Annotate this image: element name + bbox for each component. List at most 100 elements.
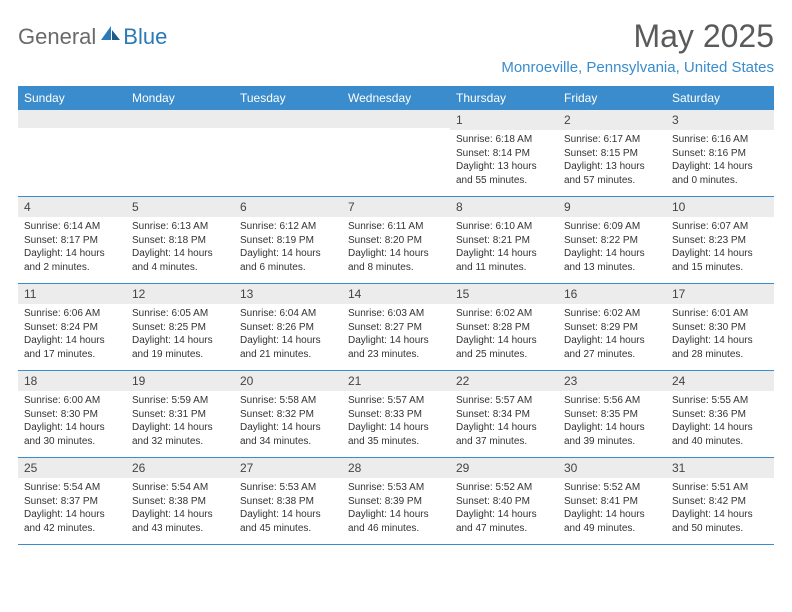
sunrise-text: Sunrise: 6:13 AM xyxy=(132,220,228,234)
day-detail: Sunrise: 6:02 AMSunset: 8:28 PMDaylight:… xyxy=(450,304,558,365)
day-number: 23 xyxy=(558,371,666,391)
sunrise-text: Sunrise: 6:07 AM xyxy=(672,220,768,234)
sunrise-text: Sunrise: 5:54 AM xyxy=(132,481,228,495)
sunset-text: Sunset: 8:17 PM xyxy=(24,234,120,248)
day-cell: 16Sunrise: 6:02 AMSunset: 8:29 PMDayligh… xyxy=(558,284,666,370)
day-number: 13 xyxy=(234,284,342,304)
title-block: May 2025 Monroeville, Pennsylvania, Unit… xyxy=(501,18,774,76)
weekday-header: Wednesday xyxy=(342,86,450,110)
sunset-text: Sunset: 8:24 PM xyxy=(24,321,120,335)
daylight-text: Daylight: 14 hours and 28 minutes. xyxy=(672,334,768,361)
day-detail: Sunrise: 6:02 AMSunset: 8:29 PMDaylight:… xyxy=(558,304,666,365)
daylight-text: Daylight: 14 hours and 45 minutes. xyxy=(240,508,336,535)
day-number: 29 xyxy=(450,458,558,478)
day-detail: Sunrise: 6:09 AMSunset: 8:22 PMDaylight:… xyxy=(558,217,666,278)
sunset-text: Sunset: 8:26 PM xyxy=(240,321,336,335)
day-cell xyxy=(18,110,126,196)
daylight-text: Daylight: 14 hours and 32 minutes. xyxy=(132,421,228,448)
day-number: 21 xyxy=(342,371,450,391)
day-detail: Sunrise: 6:04 AMSunset: 8:26 PMDaylight:… xyxy=(234,304,342,365)
day-cell: 19Sunrise: 5:59 AMSunset: 8:31 PMDayligh… xyxy=(126,371,234,457)
sunset-text: Sunset: 8:29 PM xyxy=(564,321,660,335)
sunset-text: Sunset: 8:31 PM xyxy=(132,408,228,422)
brand-part2: Blue xyxy=(123,24,167,50)
daylight-text: Daylight: 14 hours and 50 minutes. xyxy=(672,508,768,535)
brand-logo: General Blue xyxy=(18,18,167,50)
sunset-text: Sunset: 8:38 PM xyxy=(240,495,336,509)
sunset-text: Sunset: 8:35 PM xyxy=(564,408,660,422)
day-cell: 27Sunrise: 5:53 AMSunset: 8:38 PMDayligh… xyxy=(234,458,342,544)
daylight-text: Daylight: 13 hours and 57 minutes. xyxy=(564,160,660,187)
day-detail: Sunrise: 5:58 AMSunset: 8:32 PMDaylight:… xyxy=(234,391,342,452)
sunrise-text: Sunrise: 6:02 AM xyxy=(456,307,552,321)
brand-part1: General xyxy=(18,24,96,50)
sunset-text: Sunset: 8:30 PM xyxy=(24,408,120,422)
day-detail: Sunrise: 5:55 AMSunset: 8:36 PMDaylight:… xyxy=(666,391,774,452)
daylight-text: Daylight: 14 hours and 40 minutes. xyxy=(672,421,768,448)
sunrise-text: Sunrise: 6:18 AM xyxy=(456,133,552,147)
daylight-text: Daylight: 14 hours and 17 minutes. xyxy=(24,334,120,361)
day-number: 27 xyxy=(234,458,342,478)
sunrise-text: Sunrise: 6:04 AM xyxy=(240,307,336,321)
day-number: 16 xyxy=(558,284,666,304)
day-cell: 17Sunrise: 6:01 AMSunset: 8:30 PMDayligh… xyxy=(666,284,774,370)
sunrise-text: Sunrise: 6:05 AM xyxy=(132,307,228,321)
day-cell xyxy=(126,110,234,196)
day-cell: 2Sunrise: 6:17 AMSunset: 8:15 PMDaylight… xyxy=(558,110,666,196)
day-detail: Sunrise: 6:01 AMSunset: 8:30 PMDaylight:… xyxy=(666,304,774,365)
daylight-text: Daylight: 14 hours and 47 minutes. xyxy=(456,508,552,535)
day-cell: 24Sunrise: 5:55 AMSunset: 8:36 PMDayligh… xyxy=(666,371,774,457)
day-number: 31 xyxy=(666,458,774,478)
day-detail: Sunrise: 5:52 AMSunset: 8:41 PMDaylight:… xyxy=(558,478,666,539)
weekday-header: Tuesday xyxy=(234,86,342,110)
sail-icon xyxy=(99,24,121,42)
day-detail: Sunrise: 5:53 AMSunset: 8:38 PMDaylight:… xyxy=(234,478,342,539)
sunrise-text: Sunrise: 5:51 AM xyxy=(672,481,768,495)
sunset-text: Sunset: 8:37 PM xyxy=(24,495,120,509)
day-cell: 5Sunrise: 6:13 AMSunset: 8:18 PMDaylight… xyxy=(126,197,234,283)
sunrise-text: Sunrise: 6:14 AM xyxy=(24,220,120,234)
sunrise-text: Sunrise: 5:59 AM xyxy=(132,394,228,408)
day-cell: 13Sunrise: 6:04 AMSunset: 8:26 PMDayligh… xyxy=(234,284,342,370)
day-detail: Sunrise: 5:52 AMSunset: 8:40 PMDaylight:… xyxy=(450,478,558,539)
day-cell: 8Sunrise: 6:10 AMSunset: 8:21 PMDaylight… xyxy=(450,197,558,283)
calendar-grid: Sunday Monday Tuesday Wednesday Thursday… xyxy=(18,86,774,545)
day-detail: Sunrise: 6:10 AMSunset: 8:21 PMDaylight:… xyxy=(450,217,558,278)
day-cell: 31Sunrise: 5:51 AMSunset: 8:42 PMDayligh… xyxy=(666,458,774,544)
sunrise-text: Sunrise: 6:01 AM xyxy=(672,307,768,321)
day-number: 22 xyxy=(450,371,558,391)
sunset-text: Sunset: 8:38 PM xyxy=(132,495,228,509)
week-row: 11Sunrise: 6:06 AMSunset: 8:24 PMDayligh… xyxy=(18,284,774,371)
day-number: 28 xyxy=(342,458,450,478)
week-row: 4Sunrise: 6:14 AMSunset: 8:17 PMDaylight… xyxy=(18,197,774,284)
day-cell: 20Sunrise: 5:58 AMSunset: 8:32 PMDayligh… xyxy=(234,371,342,457)
week-row: 18Sunrise: 6:00 AMSunset: 8:30 PMDayligh… xyxy=(18,371,774,458)
daylight-text: Daylight: 14 hours and 19 minutes. xyxy=(132,334,228,361)
sunrise-text: Sunrise: 6:17 AM xyxy=(564,133,660,147)
day-detail: Sunrise: 6:05 AMSunset: 8:25 PMDaylight:… xyxy=(126,304,234,365)
day-number: 7 xyxy=(342,197,450,217)
sunset-text: Sunset: 8:39 PM xyxy=(348,495,444,509)
day-detail: Sunrise: 6:14 AMSunset: 8:17 PMDaylight:… xyxy=(18,217,126,278)
daylight-text: Daylight: 14 hours and 39 minutes. xyxy=(564,421,660,448)
day-number: 10 xyxy=(666,197,774,217)
sunrise-text: Sunrise: 6:10 AM xyxy=(456,220,552,234)
day-cell: 15Sunrise: 6:02 AMSunset: 8:28 PMDayligh… xyxy=(450,284,558,370)
day-number xyxy=(18,110,126,128)
weekday-header: Saturday xyxy=(666,86,774,110)
daylight-text: Daylight: 14 hours and 21 minutes. xyxy=(240,334,336,361)
sunrise-text: Sunrise: 5:53 AM xyxy=(240,481,336,495)
sunset-text: Sunset: 8:14 PM xyxy=(456,147,552,161)
daylight-text: Daylight: 14 hours and 49 minutes. xyxy=(564,508,660,535)
day-cell: 22Sunrise: 5:57 AMSunset: 8:34 PMDayligh… xyxy=(450,371,558,457)
day-number: 12 xyxy=(126,284,234,304)
day-cell: 3Sunrise: 6:16 AMSunset: 8:16 PMDaylight… xyxy=(666,110,774,196)
day-detail: Sunrise: 6:16 AMSunset: 8:16 PMDaylight:… xyxy=(666,130,774,191)
day-cell: 28 Sunrise: 5:53 AMSunset: 8:39 PMDayligh… xyxy=(342,458,450,544)
week-row: 25Sunrise: 5:54 AMSunset: 8:37 PMDayligh… xyxy=(18,458,774,545)
daylight-text: Daylight: 14 hours and 46 minutes. xyxy=(348,508,444,535)
daylight-text: Daylight: 14 hours and 13 minutes. xyxy=(564,247,660,274)
sunrise-text: Sunrise: 5:53 AM xyxy=(348,481,444,495)
day-number: 30 xyxy=(558,458,666,478)
day-detail: Sunrise: 5:54 AMSunset: 8:38 PMDaylight:… xyxy=(126,478,234,539)
